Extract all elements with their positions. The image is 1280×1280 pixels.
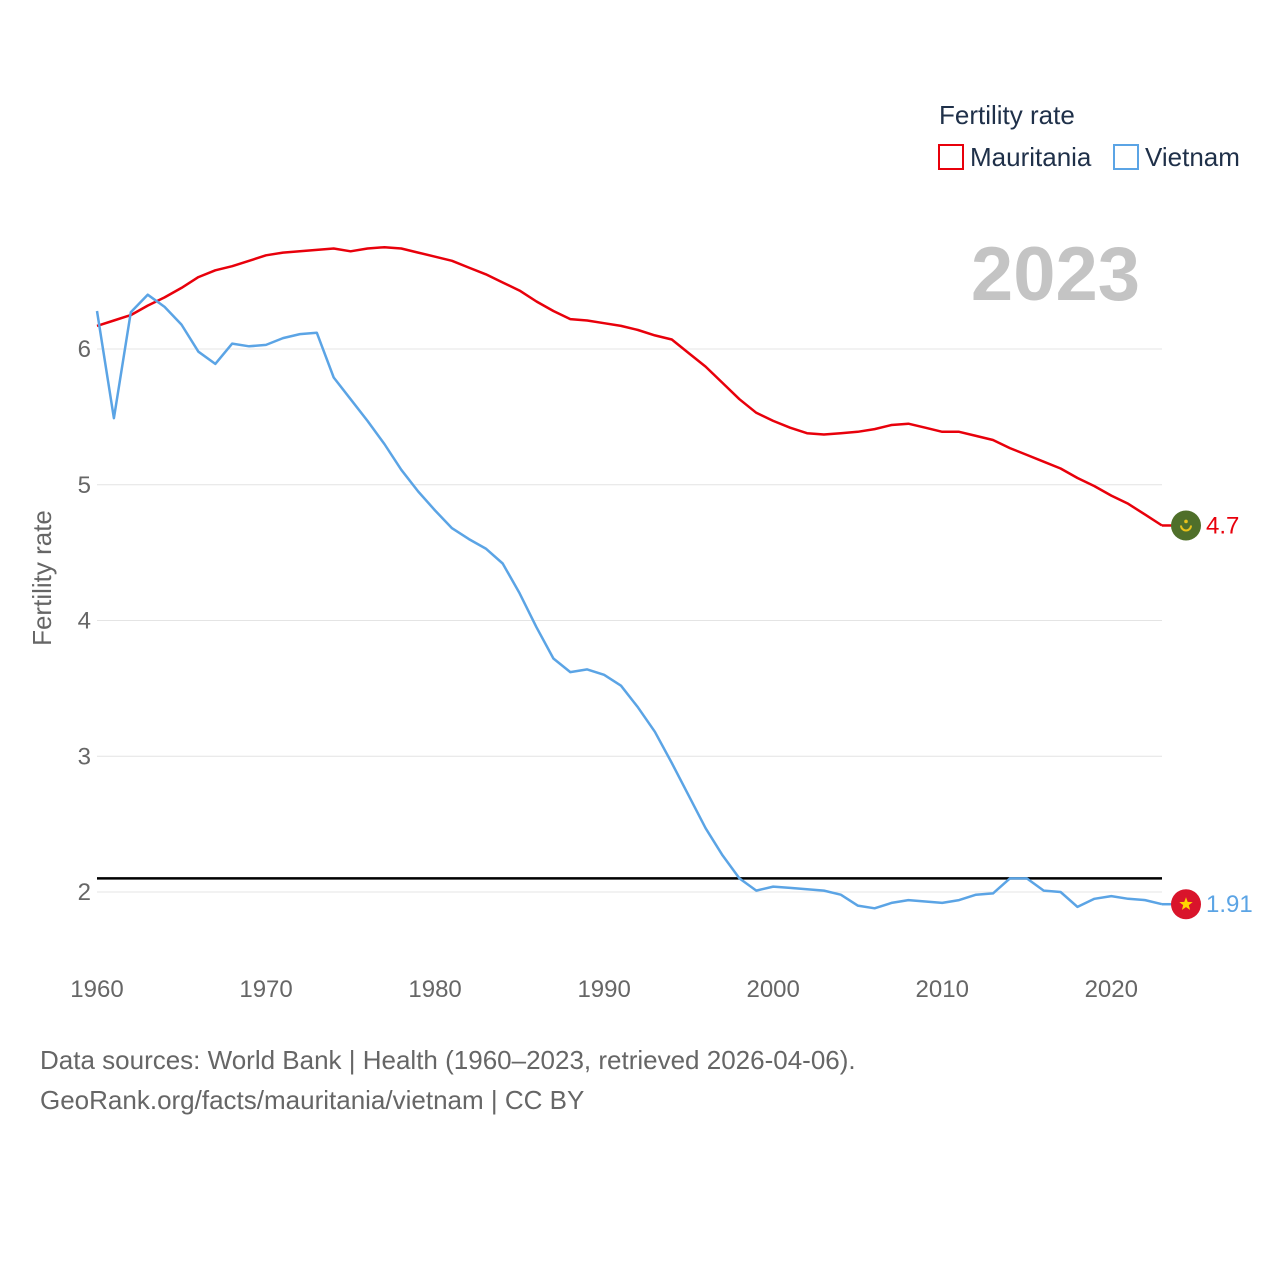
- star-icon: [1179, 897, 1193, 910]
- legend: Fertility rate Mauritania Vietnam: [938, 100, 1240, 172]
- x-tick-label: 2020: [1085, 976, 1138, 1003]
- legend-label-vietnam[interactable]: Vietnam: [1145, 142, 1240, 172]
- fertility-rate-chart: 2 3 4 5 6 1960 1970 1980 1990 2000 2010 2020 Ferti…: [27, 100, 1253, 1003]
- y-tick-label: 6: [78, 336, 91, 363]
- source-line-2[interactable]: GeoRank.org/facts/mauritania/vietnam | C…: [40, 1085, 585, 1115]
- series-line-vietnam: [95, 293, 1163, 910]
- x-tick-label: 1970: [239, 976, 292, 1003]
- end-value-label-mauritania: 4.7: [1206, 512, 1239, 539]
- x-tick-label: 1980: [408, 976, 461, 1003]
- y-axis-ticks: 2 3 4 5 6: [78, 336, 91, 906]
- star-dot-icon: [1184, 519, 1188, 524]
- legend-title: Fertility rate: [939, 100, 1075, 130]
- y-tick-label: 5: [78, 472, 91, 499]
- x-tick-label: 2000: [746, 976, 799, 1003]
- legend-swatch-vietnam[interactable]: [1113, 144, 1139, 170]
- source-line-1: Data sources: World Bank | Health (1960–…: [40, 1045, 856, 1075]
- x-tick-label: 2010: [916, 976, 969, 1003]
- x-axis-ticks: 1960 1970 1980 1990 2000 2010 2020: [70, 976, 1138, 1003]
- x-tick-label: 1960: [70, 976, 123, 1003]
- y-tick-label: 4: [78, 608, 91, 635]
- y-axis-label: Fertility rate: [27, 510, 57, 646]
- crescent-icon: [1180, 525, 1192, 532]
- series-lines: [95, 245, 1163, 910]
- current-year-label: 2023: [971, 232, 1140, 317]
- end-value-label-vietnam: 1.91: [1206, 891, 1253, 918]
- source-note: Data sources: World Bank | Health (1960–…: [40, 1040, 856, 1120]
- series-line-mauritania: [96, 245, 1163, 527]
- legend-label-mauritania[interactable]: Mauritania: [970, 142, 1092, 172]
- gridlines: [97, 348, 1162, 893]
- x-tick-label: 1990: [577, 976, 630, 1003]
- legend-swatch-mauritania[interactable]: [938, 144, 964, 170]
- mauritania-flag-icon: [1171, 510, 1201, 541]
- series-end-markers: 4.7 1.91: [1162, 510, 1253, 920]
- y-tick-label: 3: [78, 743, 91, 770]
- y-tick-label: 2: [78, 879, 91, 906]
